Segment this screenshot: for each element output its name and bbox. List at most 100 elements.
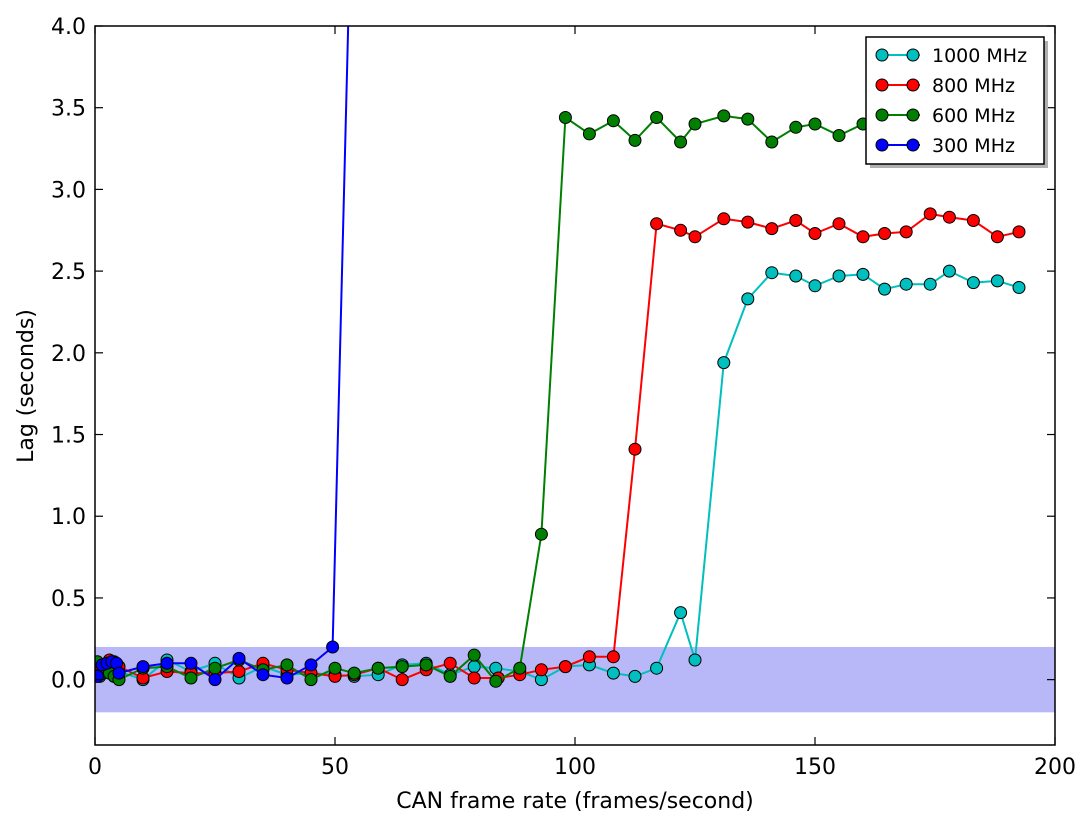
data-point xyxy=(650,217,664,231)
y-tick-label: 0.0 xyxy=(51,669,86,694)
data-point xyxy=(208,661,222,675)
data-point xyxy=(208,673,222,687)
data-point xyxy=(112,666,126,680)
band-rect xyxy=(95,646,1055,713)
series-300-mhz xyxy=(95,26,350,687)
data-point xyxy=(765,135,779,149)
legend-marker xyxy=(906,48,920,62)
data-point xyxy=(789,269,803,283)
legend-marker xyxy=(875,108,889,122)
data-point xyxy=(765,222,779,236)
data-point xyxy=(443,669,457,683)
legend-marker xyxy=(906,108,920,122)
acceptable-lag-band xyxy=(95,646,1055,713)
data-point xyxy=(789,214,803,227)
data-point xyxy=(280,671,294,685)
y-tick-labels: 0.0 0.5 1.0 1.5 2.0 2.5 3.0 3.5 4.0 xyxy=(51,15,86,694)
data-point xyxy=(558,660,572,674)
data-point xyxy=(606,666,620,680)
data-point xyxy=(232,665,246,678)
data-point xyxy=(688,230,702,244)
data-point xyxy=(789,120,803,134)
data-point xyxy=(347,666,361,680)
legend-label: 600 MHz xyxy=(932,105,1015,127)
data-point xyxy=(878,282,892,296)
data-point xyxy=(966,214,980,227)
data-point xyxy=(467,648,481,662)
y-tick-label: 4.0 xyxy=(51,15,86,40)
data-point xyxy=(582,650,596,664)
x-tick-label: 0 xyxy=(88,755,102,780)
data-point xyxy=(899,225,913,239)
y-tick-label: 1.5 xyxy=(51,424,86,449)
data-point xyxy=(606,650,620,664)
data-point xyxy=(899,277,913,291)
y-tick-label: 0.5 xyxy=(51,587,86,612)
legend-marker xyxy=(875,138,889,152)
legend-marker xyxy=(875,48,889,62)
x-tick-label: 200 xyxy=(1034,755,1076,780)
y-tick-label: 2.0 xyxy=(51,342,86,367)
data-point xyxy=(717,356,731,370)
data-point xyxy=(628,133,642,147)
data-point xyxy=(582,127,596,141)
data-point xyxy=(942,210,956,224)
x-tick-label: 150 xyxy=(794,755,836,780)
x-tick-labels: 0 50 100 150 200 xyxy=(88,755,1076,780)
data-point xyxy=(650,661,664,675)
data-point xyxy=(990,230,1004,244)
data-point xyxy=(184,656,198,670)
data-point xyxy=(765,266,779,280)
data-point xyxy=(674,223,688,237)
legend-box xyxy=(865,36,1045,165)
data-point xyxy=(513,661,527,675)
series-layer xyxy=(95,26,1026,688)
data-point xyxy=(674,135,688,149)
data-point xyxy=(832,269,846,283)
data-point xyxy=(160,656,174,670)
data-point xyxy=(467,671,481,685)
data-point xyxy=(878,227,892,240)
data-point xyxy=(628,669,642,683)
data-point xyxy=(606,114,620,128)
data-point xyxy=(280,658,294,672)
data-point xyxy=(489,674,503,688)
data-point xyxy=(467,660,481,674)
data-point xyxy=(304,673,318,687)
data-point xyxy=(1012,281,1026,294)
data-point xyxy=(419,658,433,672)
data-point xyxy=(674,606,688,620)
data-point xyxy=(741,215,755,229)
legend-entry: 600 MHz xyxy=(875,105,1015,127)
legend-entry: 300 MHz xyxy=(875,135,1015,157)
data-point xyxy=(184,671,198,685)
data-point xyxy=(923,207,937,221)
x-axis-label: CAN frame rate (frames/second) xyxy=(396,789,754,814)
data-point xyxy=(808,117,822,131)
data-point xyxy=(328,661,342,675)
data-point xyxy=(443,656,457,670)
data-point xyxy=(326,640,340,654)
x-tick-label: 100 xyxy=(554,755,596,780)
data-point xyxy=(628,442,642,456)
data-point xyxy=(966,276,980,290)
data-point xyxy=(808,279,822,293)
data-point xyxy=(741,292,755,306)
data-point xyxy=(741,112,755,126)
y-tick-label: 2.5 xyxy=(51,260,86,285)
legend-marker xyxy=(875,78,889,92)
axis-ticks xyxy=(94,25,1056,745)
legend-label: 300 MHz xyxy=(932,135,1015,157)
legend-label: 800 MHz xyxy=(932,75,1015,97)
data-point xyxy=(856,267,870,281)
data-point xyxy=(923,277,937,291)
data-point xyxy=(304,658,318,672)
x-tick-label: 50 xyxy=(321,755,349,780)
data-point xyxy=(808,227,822,240)
data-point xyxy=(688,653,702,667)
data-point xyxy=(232,651,246,665)
data-point xyxy=(832,129,846,142)
y-tick-label: 3.5 xyxy=(51,97,86,122)
legend-marker xyxy=(906,138,920,152)
